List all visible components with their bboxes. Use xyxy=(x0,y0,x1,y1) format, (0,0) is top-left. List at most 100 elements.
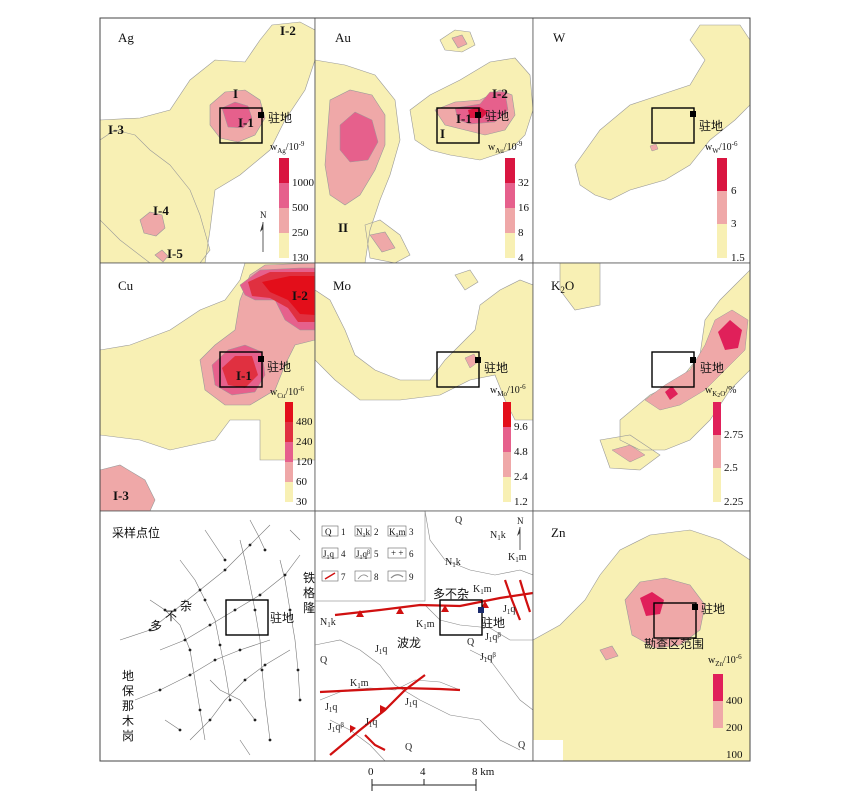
figure-frame xyxy=(99,17,751,762)
panel-title: Ag xyxy=(118,30,134,45)
legend-tick: 32 xyxy=(518,177,529,189)
anomaly-label-i-2: I-2 xyxy=(280,23,296,38)
unit-q: Q xyxy=(455,515,463,526)
anomaly-label-i-5: I-5 xyxy=(167,246,183,261)
survey-box xyxy=(225,599,269,636)
au-contour-4 xyxy=(315,29,533,263)
cu-contour-60 xyxy=(100,263,315,511)
anomaly-label-i-3: I-3 xyxy=(108,122,124,137)
camp-marker xyxy=(475,112,481,118)
w-legend: wW/10-6 6 3 1.5 xyxy=(705,140,745,264)
survey-box xyxy=(219,351,263,388)
legend-tick: 4.8 xyxy=(514,446,528,458)
panel-title: Au xyxy=(335,30,351,45)
geologic-boundary xyxy=(329,719,386,761)
white-hole xyxy=(533,740,563,761)
svg-text:9: 9 xyxy=(409,572,414,582)
panel-geology: Q 1 N1k 2 K1m 3 J1q 4 J1qβ 5 + + 6 7 8 xyxy=(314,510,534,762)
legend-tick: 500 xyxy=(292,202,309,214)
ag-contour-130 xyxy=(100,21,315,263)
panel-ag: 驻地 Ag I-2 I I-1 I-3 I-4 I-5 N wAg/10-9 1… xyxy=(99,17,316,264)
anomaly-label-i: I xyxy=(233,86,238,101)
svg-text:J1q: J1q xyxy=(323,549,335,561)
svg-text:5: 5 xyxy=(374,549,379,559)
unit-j1q: J1q xyxy=(405,697,417,709)
svg-text:地: 地 xyxy=(122,669,134,683)
geologic-boundary xyxy=(315,639,521,751)
anomaly-label-i-1: I-1 xyxy=(236,368,252,383)
panel-mo: 驻地 Mo wMo/10-6 9.6 4.8 2.4 1.2 xyxy=(314,262,534,512)
unit-k1m: K1m xyxy=(350,678,369,690)
mo-legend: wMo/10-6 9.6 4.8 2.4 1.2 xyxy=(490,383,528,508)
panel-title: W xyxy=(553,30,566,45)
drainage-line xyxy=(134,639,271,701)
camp-marker xyxy=(258,356,264,362)
fault-line xyxy=(329,674,426,756)
legend-tick: 130 xyxy=(292,252,309,264)
drainage-line xyxy=(239,539,271,741)
svg-text:不: 不 xyxy=(165,609,177,623)
unit-q: Q xyxy=(405,742,413,753)
scale-tick: 8 km xyxy=(472,766,495,778)
unit-j1q: J1q xyxy=(503,604,515,616)
camp-label: 驻地 xyxy=(484,360,508,375)
legend-tick: 2.4 xyxy=(514,471,528,483)
legend-tick: 60 xyxy=(296,476,308,488)
zn-contour-400 xyxy=(640,592,664,616)
legend-tick: 1.5 xyxy=(731,252,745,264)
fault-line xyxy=(364,734,386,751)
unit-j1q: J1q xyxy=(325,702,337,714)
legend-tick: 9.6 xyxy=(514,421,528,433)
place-bolong: 波龙 xyxy=(397,636,421,650)
mo-contour-1-2 xyxy=(315,269,533,421)
camp-marker xyxy=(475,357,481,363)
svg-text:岗: 岗 xyxy=(122,729,134,743)
anomaly-label-i-1: I-1 xyxy=(456,111,472,126)
fault-teeth xyxy=(350,601,489,733)
legend-tick: 200 xyxy=(726,722,743,734)
camp-label: 驻地 xyxy=(270,610,294,625)
panel-title: Mo xyxy=(333,278,351,293)
ag-legend: wAg/10-9 1000 500 250 130 xyxy=(270,140,315,264)
legend-tick: 6 xyxy=(731,185,737,197)
geologic-boundary xyxy=(424,604,533,641)
drainage-line xyxy=(164,679,256,756)
survey-box xyxy=(436,107,480,144)
camp-label: 驻地 xyxy=(701,601,725,616)
survey-box xyxy=(651,107,695,144)
place-duobuza: 多不杂 xyxy=(433,587,469,601)
unit-j1q-beta: J1qβ xyxy=(480,651,496,664)
unit-n1k: N1k xyxy=(490,530,506,542)
zn-legend: wZn/10-6 400 200 100 xyxy=(708,653,743,761)
legend-tick: 2.75 xyxy=(724,429,744,441)
svg-text:4: 4 xyxy=(341,549,346,559)
anomaly-label-i-3: I-3 xyxy=(113,488,129,503)
camp-label: 驻地 xyxy=(481,615,505,630)
drainage-line xyxy=(204,519,301,561)
svg-text:6: 6 xyxy=(409,549,414,559)
svg-text:wCu/10-6: wCu/10-6 xyxy=(270,385,305,400)
svg-text:N: N xyxy=(517,516,524,526)
legend-tick: 30 xyxy=(296,496,308,508)
geologic-boundary xyxy=(424,511,533,576)
svg-text:wMo/10-6: wMo/10-6 xyxy=(490,383,526,398)
legend-tick: 8 xyxy=(518,227,524,239)
svg-text:N: N xyxy=(260,210,267,220)
svg-text:铁: 铁 xyxy=(303,571,315,585)
svg-text:多: 多 xyxy=(150,619,162,633)
fault-line xyxy=(518,579,532,613)
anomaly-label-i-4: I-4 xyxy=(153,203,169,218)
panel-au: 驻地 Au I-2 I-1 I II wAu/10-9 32 16 8 4 xyxy=(314,17,534,264)
cu-contour-480 xyxy=(262,276,315,315)
panel-k2o: 驻地 K2O wK2O/% 2.75 2.5 2.25 xyxy=(532,262,751,512)
camp-marker xyxy=(692,604,698,610)
svg-text:wAu/10-9: wAu/10-9 xyxy=(488,140,523,155)
survey-box xyxy=(436,351,480,388)
svg-text:K1m: K1m xyxy=(389,527,406,539)
svg-text:杂: 杂 xyxy=(180,599,192,613)
panel-title: 采样点位 xyxy=(112,525,160,540)
unit-j1q-beta: J1qβ xyxy=(328,721,344,734)
legend-tick: 3 xyxy=(731,218,737,230)
zn-contour-100 xyxy=(533,529,750,761)
